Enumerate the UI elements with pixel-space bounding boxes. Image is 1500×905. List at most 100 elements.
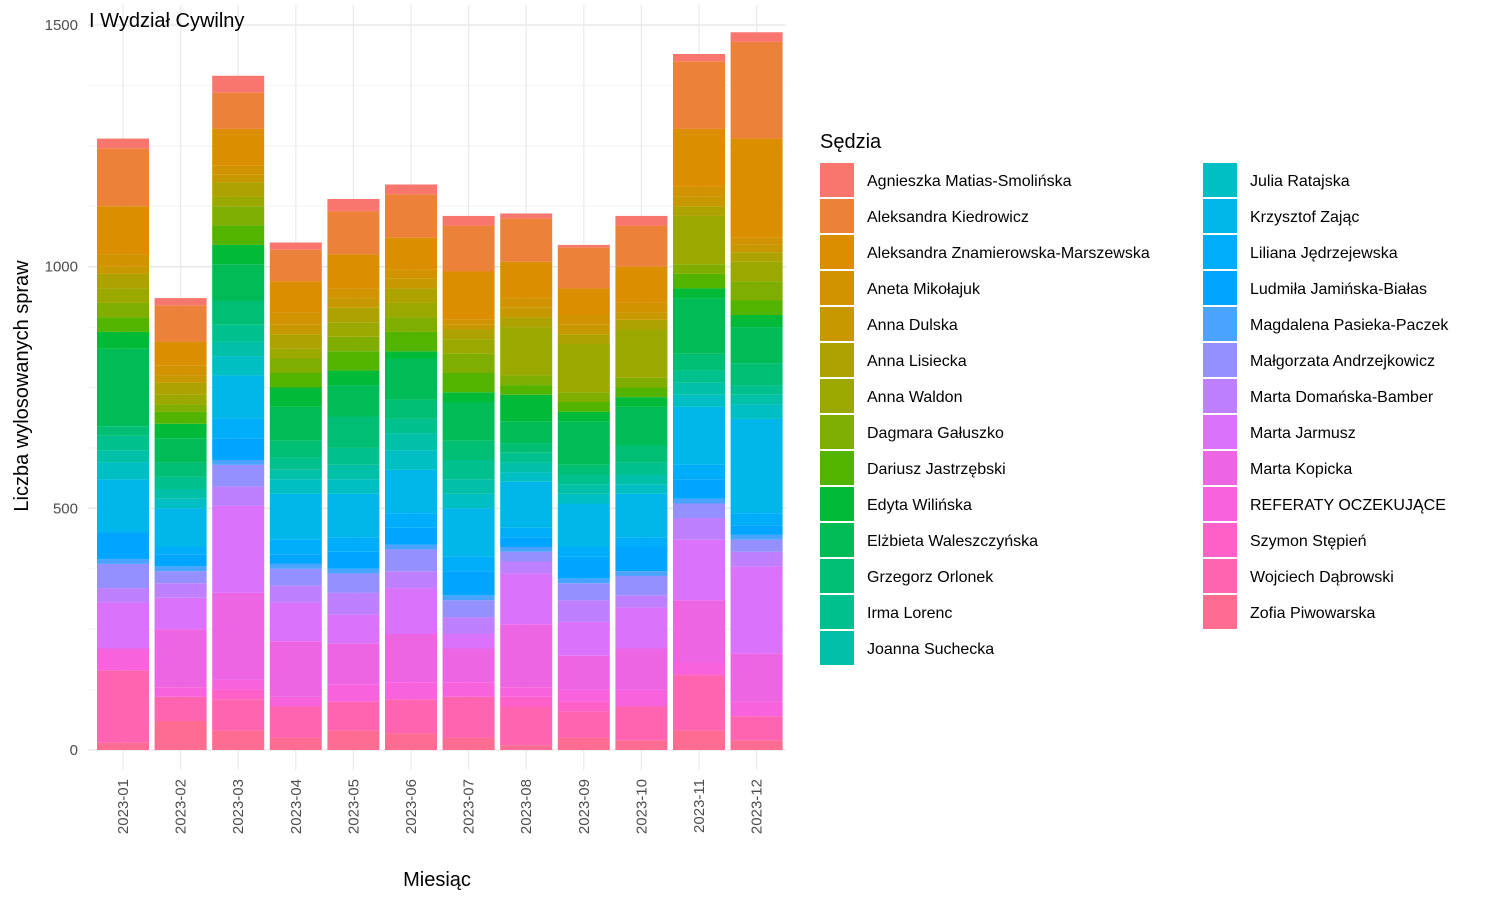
legend-item: Edyta Wilińska <box>820 487 972 521</box>
bar-segment <box>212 165 265 175</box>
legend-key <box>820 487 854 521</box>
bar-segment <box>97 348 149 427</box>
legend-key <box>1203 199 1237 233</box>
x-tick-label: 2023-02 <box>173 779 190 834</box>
bar-segment <box>730 418 783 514</box>
legend-label: Aleksandra Kiedrowicz <box>867 209 1029 226</box>
bar-segment <box>385 194 437 238</box>
bar-segment <box>269 539 322 555</box>
bar-segment <box>212 128 265 166</box>
bar-segment <box>615 484 668 494</box>
bar-segment <box>97 273 149 289</box>
bar-segment <box>615 329 668 378</box>
bar-segment <box>500 218 553 262</box>
bar-segment <box>327 307 380 323</box>
bar-segment <box>500 452 553 463</box>
bar-stack-2023-09 <box>557 244 610 750</box>
legend: Sędzia Agnieszka Matias-Smolińska Aleksan… <box>820 131 1449 665</box>
bar-segment <box>212 679 265 690</box>
bar-segment <box>673 128 725 187</box>
bar-segment <box>327 416 380 448</box>
bar-segment <box>557 315 610 325</box>
bar-segment <box>154 423 207 439</box>
bar-segment <box>615 607 668 649</box>
legend-label: Edyta Wilińska <box>867 497 972 514</box>
bar-segment <box>442 556 495 572</box>
bar-segment <box>442 215 495 226</box>
bar-stack-2023-10 <box>615 215 668 750</box>
x-tick-label: 2023-06 <box>403 779 420 834</box>
bar-segment <box>154 721 207 750</box>
bar-segment <box>154 476 207 489</box>
bar-segment <box>500 462 553 473</box>
bar-segment <box>154 411 207 424</box>
bar-segment <box>327 211 380 255</box>
bar-segment <box>615 319 668 330</box>
bar-segment <box>557 484 610 494</box>
bar-segment <box>97 138 149 149</box>
legend-item: Marta Kopicka <box>1203 451 1352 485</box>
bar-segment <box>212 464 265 487</box>
bar-segment <box>730 513 783 526</box>
bar-segment <box>673 370 725 383</box>
bar-stack-2023-08 <box>500 213 553 750</box>
bar-segment <box>385 549 437 572</box>
bar-segment <box>385 433 437 451</box>
bar-stack-2023-04 <box>269 242 322 750</box>
legend-key <box>820 271 854 305</box>
bar-segment <box>557 288 610 315</box>
bar-segment <box>154 341 207 366</box>
bar-segment <box>212 225 265 245</box>
bar-segment <box>500 394 553 422</box>
legend-item: Magdalena Pasieka-Paczek <box>1203 307 1449 341</box>
legend-key <box>820 415 854 449</box>
bar-segment <box>212 206 265 226</box>
bar-segment <box>385 351 437 359</box>
bar-segment <box>500 443 553 453</box>
bar-segment <box>212 375 265 419</box>
bar-segment <box>154 554 207 567</box>
bar-segment <box>557 621 610 656</box>
bar-segment <box>385 588 437 634</box>
bar-segment <box>500 624 553 688</box>
bar-segment <box>269 479 322 494</box>
bar-segment <box>673 406 725 465</box>
chart-title: I Wydział Cywilny <box>89 10 244 32</box>
bar-segment <box>442 617 495 634</box>
x-tick-label: 2023-01 <box>115 779 132 834</box>
bar-segment <box>154 508 207 547</box>
bar-segment <box>97 254 149 267</box>
legend-key <box>820 559 854 593</box>
bar-segment <box>385 237 437 270</box>
bar-segment <box>442 696 495 738</box>
bar-segment <box>557 474 610 485</box>
legend-item: Zofia Piwowarska <box>1203 595 1375 629</box>
legend-item: Marta Domańska-Bamber <box>1203 379 1434 413</box>
bar-segment <box>673 518 725 540</box>
bar-segment <box>97 742 149 750</box>
bar-segment <box>212 689 265 700</box>
bar-segment <box>673 464 725 480</box>
bar-segment <box>557 737 610 750</box>
bar-segment <box>327 730 380 750</box>
bar-segment <box>615 648 668 690</box>
bar-segment <box>673 663 725 676</box>
legend-item: Ludmiła Jamińska-Białas <box>1203 271 1427 305</box>
bar-segment <box>212 505 265 593</box>
x-tick-label: 2023-04 <box>288 779 305 834</box>
bar-segment <box>673 206 725 216</box>
bar-segment <box>673 675 725 731</box>
bar-segment <box>500 298 553 308</box>
legend-item: Wojciech Dąbrowski <box>1203 559 1394 593</box>
bar-segment <box>385 358 437 400</box>
legend-label: Anna Lisiecka <box>867 353 967 370</box>
legend-item: Dagmara Gałuszko <box>820 415 1004 449</box>
bar-segment <box>500 261 553 299</box>
legend-label: Agnieszka Matias-Smolińska <box>867 173 1072 190</box>
legend-key <box>820 451 854 485</box>
bar-segment <box>212 356 265 376</box>
bar-segment <box>673 382 725 395</box>
bar-segment <box>269 641 322 697</box>
legend-label: Szymon Stępień <box>1250 533 1367 550</box>
